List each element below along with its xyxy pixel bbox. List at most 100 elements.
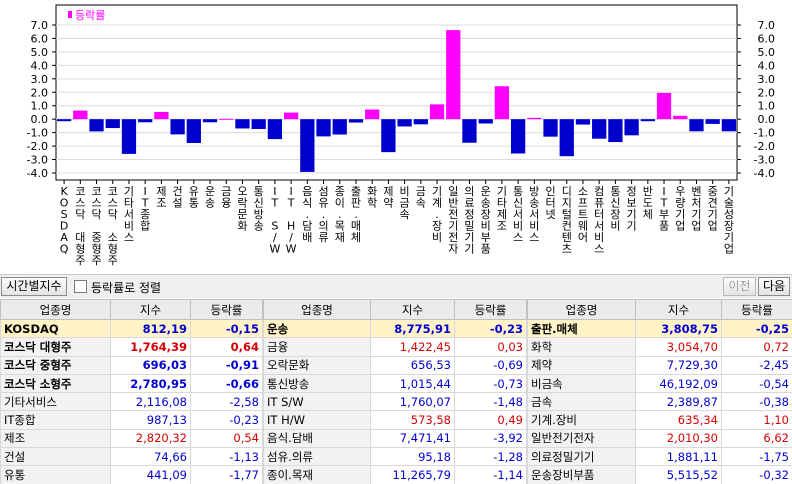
y-tick-label-right: 3.0 (758, 73, 776, 86)
sector-rate: -1,48 (454, 392, 527, 412)
table-row[interactable]: 제약 7,729,30 -2,45 (527, 355, 792, 375)
column-header[interactable]: 등락률 (190, 299, 263, 320)
table-row[interactable]: KOSDAQ 812,19 -0,15 (0, 318, 263, 339)
table-row[interactable]: 일반전기전자 2,010,30 6,62 (527, 428, 792, 449)
sector-index: 696,03 (110, 355, 191, 375)
bar (527, 117, 542, 120)
bar (89, 119, 104, 132)
sort-by-rate-checkbox[interactable] (74, 280, 87, 293)
column-header[interactable]: 지수 (110, 299, 191, 320)
table-row[interactable]: 출판.매체 3,808,75 -0,25 (527, 318, 792, 339)
bar (219, 118, 234, 120)
sector-name: 출판.매체 (527, 318, 636, 339)
table-row[interactable]: 코스닥 소형주 2,780,95 -0,66 (0, 373, 263, 394)
sector-name: 화학 (527, 337, 636, 357)
sector-rate: -2,58 (190, 392, 263, 412)
sector-name: 섬유.의류 (263, 447, 371, 467)
table-row[interactable]: 의료정밀기기 1,881,11 -1,75 (527, 447, 792, 467)
sector-name: 코스닥 대형주 (0, 337, 111, 357)
sector-name: 건설 (0, 447, 111, 467)
table-row[interactable]: IT S/W 1,760,07 -1,48 (263, 392, 527, 412)
sector-rate: -1,75 (721, 447, 792, 467)
table-row[interactable]: 화학 3,054,70 0,72 (527, 337, 792, 357)
bar (56, 119, 72, 122)
table-row[interactable]: 운송장비부품 5,515,52 -0,32 (527, 465, 792, 484)
table-row[interactable]: 코스닥 대형주 1,764,39 0,64 (0, 337, 263, 357)
y-tick-label-right: -1.0 (754, 127, 775, 140)
bar (121, 119, 137, 154)
sector-rate: -3,92 (454, 428, 527, 449)
bar (365, 109, 380, 120)
sector-rate: -1,77 (190, 465, 263, 484)
table-row[interactable]: 기계.장비 635,34 1,10 (527, 410, 792, 430)
table-row[interactable]: 유통 441,09 -1,77 (0, 465, 263, 484)
table-row[interactable]: 건설 74,66 -1,13 (0, 447, 263, 467)
sector-name: 통신방송 (263, 373, 371, 394)
sector-name: 운송 (263, 318, 371, 339)
y-tick-label-right: 7.0 (758, 19, 776, 32)
column-header[interactable]: 지수 (370, 299, 455, 320)
column-header[interactable]: 업종명 (0, 299, 111, 320)
sector-index: 573,58 (370, 410, 455, 430)
column-header[interactable]: 업종명 (527, 299, 636, 320)
sector-index: 95,18 (370, 447, 455, 467)
sector-index: 2,780,95 (110, 373, 191, 394)
sector-rate: 0,64 (190, 337, 263, 357)
bar (510, 119, 526, 154)
index-by-time-button[interactable]: 시간별지수 (1, 277, 67, 296)
bar (543, 119, 558, 137)
table-row[interactable]: 코스닥 중형주 696,03 -0,91 (0, 355, 263, 375)
table-row[interactable]: 기타서비스 2,116,08 -2,58 (0, 392, 263, 412)
bar (73, 110, 88, 120)
table-row[interactable]: 통신방송 1,015,44 -0,73 (263, 373, 527, 394)
table-row[interactable]: 금속 2,389,87 -0,38 (527, 392, 792, 412)
bar (332, 119, 347, 135)
sector-name: 비금속 (527, 373, 636, 394)
table-row[interactable]: 비금속 46,192,09 -0,54 (527, 373, 792, 394)
table-row[interactable]: 오락문화 656,53 -0,69 (263, 355, 527, 375)
prev-button[interactable]: 이전 (723, 277, 756, 296)
table-row[interactable]: 금융 1,422,45 0,03 (263, 337, 527, 357)
column-header[interactable]: 등락률 (721, 299, 792, 320)
table-row[interactable]: 섬유.의류 95,18 -1,28 (263, 447, 527, 467)
bar (235, 119, 250, 129)
toolbar: 시간별지수 등락률로 정렬 이전 다음 (0, 274, 792, 298)
column-header[interactable]: 업종명 (263, 299, 371, 320)
column-header[interactable]: 등락률 (454, 299, 527, 320)
table-row[interactable]: 음식.담배 7,471,41 -3,92 (263, 428, 527, 449)
table-row[interactable]: IT H/W 573,58 0,49 (263, 410, 527, 430)
bar (413, 119, 428, 125)
column-header[interactable]: 지수 (635, 299, 722, 320)
table-row[interactable]: 운송 8,775,91 -0,23 (263, 318, 527, 339)
y-tick-label-right: 6.0 (758, 32, 776, 45)
table-row[interactable]: 제조 2,820,32 0,54 (0, 428, 263, 449)
bar-chart-svg: 7.0 7.06.0 6.05.0 5.04.0 4.03.0 3.02.0 2.01.0 1… (27, 4, 776, 267)
y-tick-label-left: 2.0 (31, 86, 49, 99)
bar (446, 30, 461, 120)
y-tick-label-left: -1.0 (27, 127, 48, 140)
table-row[interactable]: 종이.목재 11,265,79 -1,14 (263, 465, 527, 484)
y-tick-label-right: 5.0 (758, 46, 776, 59)
bar (592, 119, 607, 139)
next-button[interactable]: 다음 (758, 277, 790, 296)
bar (397, 119, 412, 127)
sector-index: 3,054,70 (635, 337, 722, 357)
bar (494, 86, 510, 120)
sector-name: 음식.담배 (263, 428, 371, 449)
sector-rate: -2,45 (721, 355, 792, 375)
table-row[interactable]: IT종합 987,13 -0,23 (0, 410, 263, 430)
